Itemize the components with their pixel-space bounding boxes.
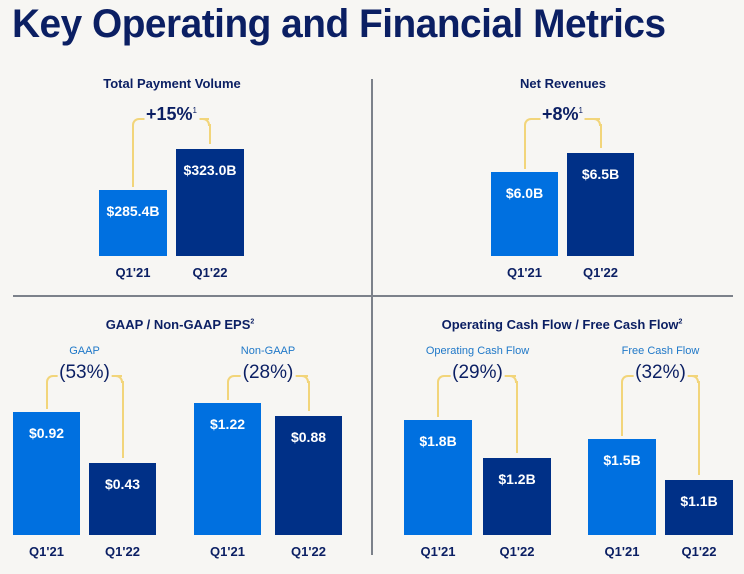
data-label: $1.22 — [209, 416, 246, 432]
x-tick-label: Q1'22 — [681, 544, 717, 559]
change-bracket-rev — [523, 118, 600, 169]
x-tick-label: Q1'21 — [507, 265, 542, 280]
panel-title-cf: Operating Cash Flow / Free Cash Flow2 — [442, 317, 683, 332]
change-bracket-fcf — [621, 375, 698, 436]
bar-rev-prior — [491, 172, 558, 256]
x-tick-label: Q1'21 — [210, 544, 245, 559]
change-label: (29%) — [450, 362, 505, 384]
panel-title-rev: Net Revenues — [520, 76, 606, 91]
data-label: $0.88 — [290, 429, 327, 445]
x-tick-label: Q1'22 — [583, 265, 618, 280]
change-bracket-right-nongaap — [307, 381, 310, 411]
x-tick-label: Q1'22 — [105, 544, 140, 559]
footnote-marker: 1 — [192, 106, 197, 115]
chart-subtitle: GAAP — [69, 345, 100, 357]
data-label: $1.1B — [680, 493, 718, 509]
bar-tpv-prior — [99, 190, 167, 256]
panel-title-text: Total Payment Volume — [103, 76, 241, 91]
change-bracket-corner-fcf — [691, 375, 699, 383]
change-bracket-corner-tpv — [202, 118, 210, 126]
data-label: $6.5B — [581, 166, 620, 182]
data-label: $0.92 — [28, 425, 65, 441]
bar-gaap-prior — [13, 412, 80, 535]
change-bracket-right-tpv — [209, 124, 211, 144]
bar-fcf-current — [665, 480, 733, 535]
x-tick-label: Q1'21 — [420, 544, 456, 559]
change-bracket-corner-ocf — [509, 375, 517, 383]
horizontal-divider — [13, 295, 733, 297]
change-value: +15% — [146, 104, 193, 124]
change-label: +15%1 — [144, 104, 199, 125]
change-value: (28%) — [242, 362, 294, 383]
data-label: $1.8B — [419, 433, 457, 449]
x-tick-label: Q1'21 — [115, 265, 151, 280]
change-bracket-right-gaap — [121, 381, 124, 458]
change-bracket-right-ocf — [516, 381, 518, 453]
panel-title-tpv: Total Payment Volume — [103, 76, 241, 91]
bar-nongaap-current — [275, 416, 342, 535]
chart-subtitle: Operating Cash Flow — [425, 345, 530, 357]
footnote-marker: 2 — [678, 318, 683, 326]
x-tick-label: Q1'22 — [499, 544, 535, 559]
change-bracket-corner-nongaap — [300, 375, 309, 383]
change-value: (29%) — [452, 362, 503, 383]
panel-title-eps: GAAP / Non-GAAP EPS2 — [106, 317, 255, 332]
vertical-divider — [371, 79, 373, 555]
data-label: $0.43 — [104, 476, 141, 492]
bar-ocf-current — [483, 458, 551, 535]
data-label: $1.5B — [603, 452, 641, 468]
data-label: $285.4B — [106, 203, 160, 219]
change-bracket-tpv — [132, 118, 209, 187]
data-label: $323.0B — [183, 162, 237, 178]
change-bracket-corner-gaap — [114, 375, 123, 383]
change-value: (53%) — [59, 362, 110, 383]
footnote-marker: 1 — [578, 106, 583, 115]
change-bracket-right-fcf — [698, 381, 700, 475]
bar-tpv-current — [176, 149, 244, 256]
x-tick-label: Q1'22 — [291, 544, 326, 559]
bar-fcf-prior — [588, 439, 656, 535]
chart-subtitle: Free Cash Flow — [621, 345, 700, 357]
data-label: $1.2B — [498, 471, 536, 487]
data-label: $6.0B — [505, 185, 544, 201]
x-tick-label: Q1'22 — [192, 265, 228, 280]
change-bracket-corner-rev — [592, 118, 601, 126]
x-tick-label: Q1'21 — [29, 544, 64, 559]
bar-rev-current — [567, 153, 634, 256]
bar-ocf-prior — [404, 420, 472, 535]
change-label: (28%) — [240, 362, 296, 384]
change-label: +8%1 — [540, 104, 585, 125]
panel-title-text: GAAP / Non-GAAP EPS — [105, 317, 251, 332]
x-tick-label: Q1'21 — [604, 544, 640, 559]
bar-nongaap-prior — [194, 403, 261, 535]
change-bracket-right-rev — [599, 124, 602, 148]
bar-gaap-current — [89, 463, 156, 535]
change-label: (53%) — [57, 362, 112, 384]
change-value: (32%) — [635, 362, 686, 383]
panel-title-text: Operating Cash Flow / Free Cash Flow — [441, 317, 679, 332]
change-value: +8% — [542, 104, 579, 124]
chart-subtitle: Non-GAAP — [240, 345, 296, 357]
change-label: (32%) — [633, 362, 688, 384]
page-title: Key Operating and Financial Metrics — [12, 2, 666, 46]
footnote-marker: 2 — [250, 318, 255, 326]
panel-title-text: Net Revenues — [520, 76, 606, 91]
